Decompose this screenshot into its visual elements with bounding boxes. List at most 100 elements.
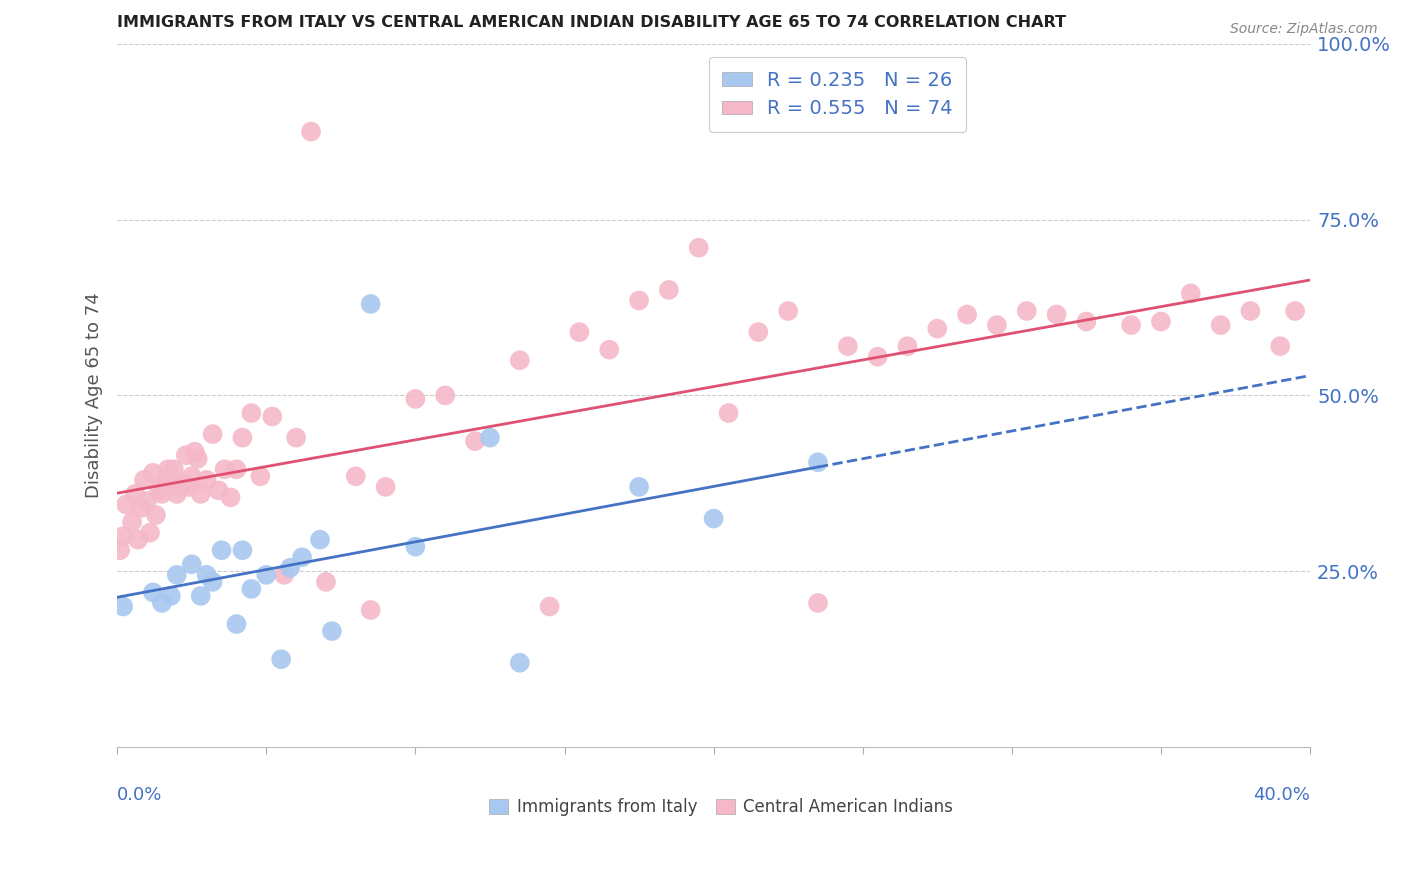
Point: [896, 339, 918, 353]
Text: Immigrants from Italy: Immigrants from Italy: [517, 798, 697, 816]
Y-axis label: Disability Age 65 to 74: Disability Age 65 to 74: [86, 293, 103, 499]
Point: [321, 624, 343, 639]
Point: [927, 321, 949, 335]
Point: [195, 567, 218, 582]
Point: [270, 652, 292, 666]
Text: Central American Indians: Central American Indians: [744, 798, 953, 816]
Point: [136, 494, 159, 508]
Point: [169, 480, 191, 494]
Point: [187, 451, 209, 466]
Point: [717, 406, 740, 420]
Point: [231, 431, 253, 445]
Point: [249, 469, 271, 483]
Point: [344, 469, 367, 483]
Point: [153, 476, 176, 491]
Point: [150, 487, 173, 501]
Point: [807, 455, 830, 469]
Point: [190, 589, 212, 603]
Point: [163, 462, 186, 476]
Point: [124, 487, 146, 501]
Point: [464, 434, 486, 449]
Point: [262, 409, 284, 424]
Point: [142, 466, 165, 480]
Point: [1239, 304, 1261, 318]
Point: [278, 561, 301, 575]
Point: [598, 343, 620, 357]
Point: [1180, 286, 1202, 301]
Point: [1119, 318, 1142, 332]
Point: [240, 582, 263, 596]
Point: [509, 353, 531, 368]
Point: [568, 325, 591, 339]
Point: [703, 511, 725, 525]
Point: [807, 596, 830, 610]
Point: [150, 596, 173, 610]
Point: [315, 574, 337, 589]
FancyBboxPatch shape: [489, 798, 509, 814]
Point: [156, 462, 179, 476]
Point: [747, 325, 769, 339]
Point: [538, 599, 561, 614]
Point: [108, 543, 131, 558]
Point: [160, 476, 183, 491]
Point: [309, 533, 332, 547]
Point: [628, 293, 651, 308]
Text: IMMIGRANTS FROM ITALY VS CENTRAL AMERICAN INDIAN DISABILITY AGE 65 TO 74 CORRELA: IMMIGRANTS FROM ITALY VS CENTRAL AMERICA…: [117, 15, 1066, 30]
Point: [291, 550, 314, 565]
Point: [1076, 314, 1098, 328]
Point: [1284, 304, 1306, 318]
Point: [172, 476, 194, 491]
Point: [174, 448, 197, 462]
Point: [404, 540, 426, 554]
Point: [374, 480, 396, 494]
Point: [658, 283, 681, 297]
Point: [219, 491, 242, 505]
Point: [115, 498, 138, 512]
Point: [129, 500, 152, 515]
Point: [837, 339, 859, 353]
Point: [225, 462, 247, 476]
Point: [240, 406, 263, 420]
Point: [112, 599, 135, 614]
Text: Source: ZipAtlas.com: Source: ZipAtlas.com: [1230, 22, 1378, 37]
Point: [166, 567, 188, 582]
Point: [360, 603, 382, 617]
Point: [166, 487, 188, 501]
Point: [211, 543, 233, 558]
Point: [404, 392, 426, 406]
Point: [434, 388, 457, 402]
Point: [127, 533, 149, 547]
Point: [254, 567, 277, 582]
Point: [1209, 318, 1232, 332]
Point: [121, 515, 143, 529]
FancyBboxPatch shape: [716, 798, 735, 814]
Point: [180, 469, 202, 483]
Point: [1045, 308, 1067, 322]
Point: [299, 125, 322, 139]
Point: [160, 589, 183, 603]
Point: [866, 350, 889, 364]
Text: 0.0%: 0.0%: [117, 786, 163, 804]
Point: [195, 473, 218, 487]
Point: [778, 304, 800, 318]
Point: [177, 480, 200, 494]
Point: [1015, 304, 1038, 318]
Point: [1150, 314, 1173, 328]
Point: [956, 308, 979, 322]
Point: [201, 427, 224, 442]
Point: [207, 483, 229, 498]
Point: [688, 241, 710, 255]
Point: [145, 508, 167, 522]
Point: [285, 431, 308, 445]
Text: 40.0%: 40.0%: [1253, 786, 1310, 804]
Point: [628, 480, 651, 494]
Point: [190, 487, 212, 501]
Point: [148, 483, 170, 498]
Point: [142, 585, 165, 599]
Legend: R = 0.235   N = 26, R = 0.555   N = 74: R = 0.235 N = 26, R = 0.555 N = 74: [709, 57, 966, 132]
Point: [201, 574, 224, 589]
Point: [132, 473, 155, 487]
Point: [180, 558, 202, 572]
Point: [231, 543, 253, 558]
Point: [1270, 339, 1292, 353]
